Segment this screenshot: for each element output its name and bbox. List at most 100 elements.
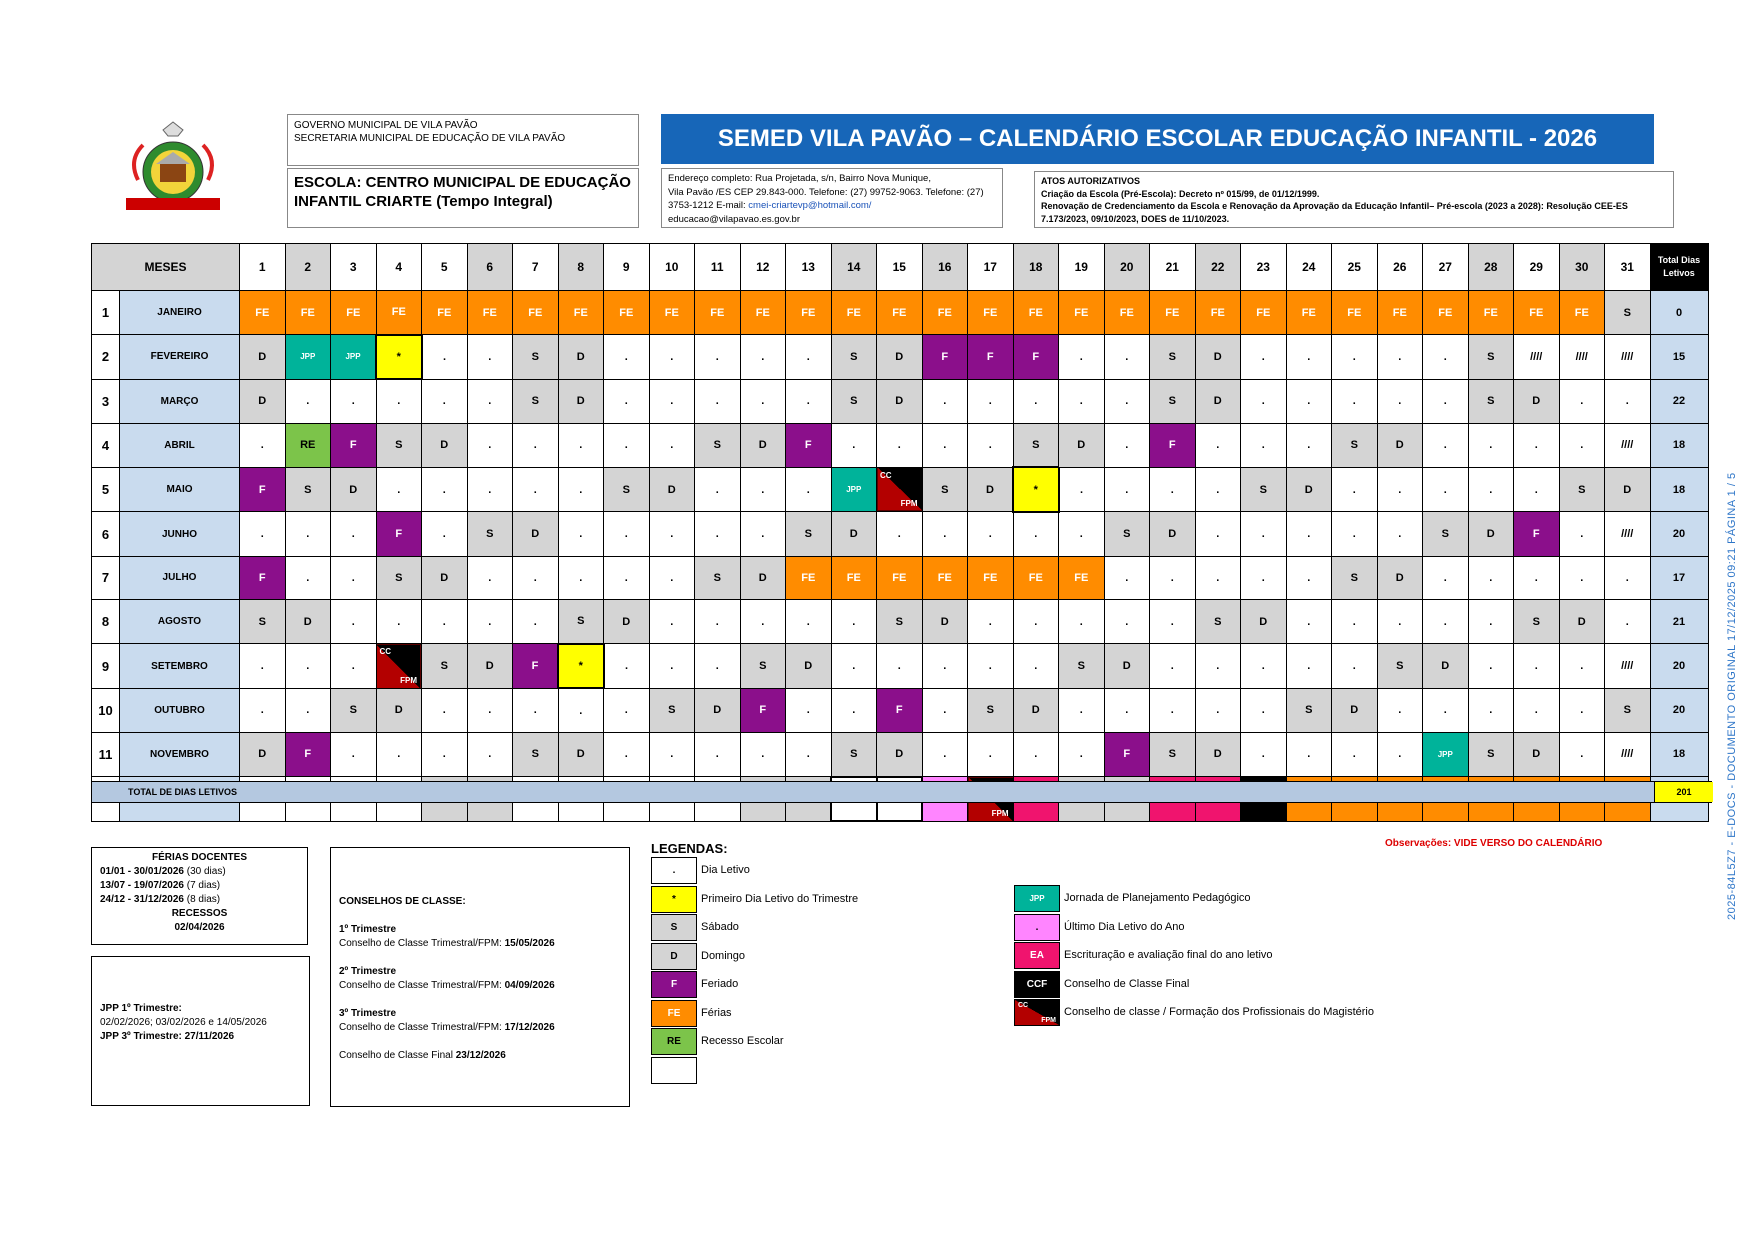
- day-cell: .: [648, 422, 695, 468]
- term3-council: Conselho de Classe Trimestral/FPM: 17/12…: [339, 1022, 555, 1033]
- month-number: 3: [91, 378, 120, 424]
- legend-label: Férias: [701, 1006, 732, 1019]
- phone-label: 3753-1212 E-mail:: [668, 200, 749, 211]
- month-number: 4: [91, 422, 120, 468]
- day-cell: .: [284, 378, 331, 424]
- day-cell: D: [648, 466, 695, 513]
- day-cell: .: [466, 334, 513, 380]
- day-cell: D: [1058, 422, 1105, 468]
- day-cell: S: [421, 643, 468, 689]
- month-row: 1 JANEIRO FE FE FE FE FE FE FE FE FE FE FE FE FE FE FE FE…: [91, 289, 1709, 336]
- day-cell: ////: [1513, 334, 1560, 380]
- month-total: 18: [1649, 466, 1709, 513]
- day-cell: D: [1240, 599, 1287, 645]
- legend-label: Primeiro Dia Letivo do Trimestre: [701, 892, 859, 905]
- day-cell: .: [1058, 378, 1105, 424]
- day-cell: S: [1467, 334, 1514, 380]
- day-cell: FE: [1376, 289, 1423, 336]
- atos-title: ATOS AUTORIZATIVOS: [1041, 176, 1141, 186]
- day-cell: .: [967, 599, 1014, 645]
- day-cell: S: [967, 687, 1014, 733]
- day-cell: .: [284, 643, 331, 689]
- day-header: 5: [421, 243, 468, 291]
- day-cell: D: [1194, 334, 1241, 380]
- document-stamp: 2025-84L5Z7 - E-DOCS - DOCUMENTO ORIGINA…: [1726, 472, 1738, 920]
- term3-title: 3º Trimestre: [339, 1008, 397, 1019]
- day-cell: .: [466, 687, 513, 733]
- day-cell: .: [421, 599, 468, 645]
- day-cell: D: [239, 378, 286, 424]
- month-total: 15: [1649, 334, 1709, 380]
- day-cell: D: [739, 555, 786, 601]
- day-cell: FE: [239, 289, 286, 336]
- day-cell: S: [830, 378, 877, 424]
- day-cell: .: [1558, 643, 1605, 689]
- day-cell: .: [876, 511, 923, 557]
- day-cell: .: [1285, 378, 1332, 424]
- day-header: 27: [1422, 243, 1469, 291]
- secretariat-email[interactable]: educacao@vilapavao.es.gov.br: [668, 213, 800, 225]
- day-cell: .: [830, 422, 877, 468]
- day-cell: JPP: [330, 334, 377, 380]
- day-cell: S: [1604, 289, 1651, 336]
- day-cell: .: [1240, 555, 1287, 601]
- day-cell: S: [785, 511, 832, 557]
- month-number: 5: [91, 466, 120, 513]
- day-cell: S: [1149, 378, 1196, 424]
- day-cell: S: [921, 466, 968, 513]
- legend-swatch: .: [651, 857, 697, 884]
- day-cell: .: [739, 511, 786, 557]
- day-cell: .: [739, 731, 786, 778]
- month-total: 20: [1649, 511, 1709, 557]
- day-cell: .: [1240, 511, 1287, 557]
- day-cell: .: [1422, 466, 1469, 513]
- day-cell: .: [1331, 511, 1378, 557]
- month-number: 1: [91, 289, 120, 336]
- school-email-link[interactable]: cmei-criartevp@hotmail.com/: [748, 200, 872, 211]
- day-cell: S: [1331, 555, 1378, 601]
- day-cell: FE: [739, 289, 786, 336]
- day-cell: S: [1467, 731, 1514, 778]
- day-cell: .: [1012, 378, 1059, 424]
- month-name: JANEIRO: [119, 289, 240, 336]
- legend-swatch: *: [651, 885, 697, 913]
- day-cell: D: [830, 511, 877, 557]
- day-cell: D: [739, 422, 786, 468]
- day-header: 14: [830, 243, 877, 291]
- day-cell: S: [512, 378, 559, 424]
- day-cell: F: [739, 687, 786, 733]
- day-cell: .: [603, 422, 650, 468]
- total-row: TOTAL DE DIAS LETIVOS 201: [91, 781, 1713, 803]
- day-cell: S: [739, 643, 786, 689]
- page-title: SEMED VILA PAVÃO – CALENDÁRIO ESCOLAR ED…: [661, 114, 1654, 164]
- day-cell: FE: [921, 289, 968, 336]
- term1-title: 1º Trimestre: [339, 924, 397, 935]
- day-cell: .: [421, 511, 468, 557]
- day-cell: D: [557, 334, 604, 380]
- day-cell: .: [512, 599, 559, 645]
- day-cell: S: [830, 731, 877, 778]
- day-header: 3: [330, 243, 377, 291]
- day-cell: .: [1376, 731, 1423, 778]
- month-row: 6 JUNHO... F. S D..... S D..... S D..... S D F.////…: [91, 511, 1709, 557]
- day-cell: .: [421, 334, 468, 380]
- legend-label: Sábado: [701, 921, 739, 933]
- day-cell: .: [603, 511, 650, 557]
- day-cell: F: [1103, 731, 1150, 778]
- day-cell: .: [1376, 511, 1423, 557]
- day-cell: D: [603, 599, 650, 645]
- day-cell: FE: [1012, 289, 1059, 336]
- month-name: FEVEREIRO: [119, 334, 240, 380]
- day-cell: JPP: [830, 466, 877, 513]
- day-header: 18: [1012, 243, 1059, 291]
- day-cell: .: [1149, 599, 1196, 645]
- day-cell: D: [1194, 731, 1241, 778]
- month-name: NOVEMBRO: [119, 731, 240, 778]
- day-cell: .: [1149, 555, 1196, 601]
- day-cell: .: [1376, 378, 1423, 424]
- address-line3: 3753-1212 E-mail: cmei-criartevp@hotmail…: [668, 199, 996, 213]
- day-cell: .: [1149, 466, 1196, 513]
- day-cell: D: [1467, 511, 1514, 557]
- day-cell: .: [694, 378, 741, 424]
- recess-date: 02/04/2026: [174, 922, 225, 933]
